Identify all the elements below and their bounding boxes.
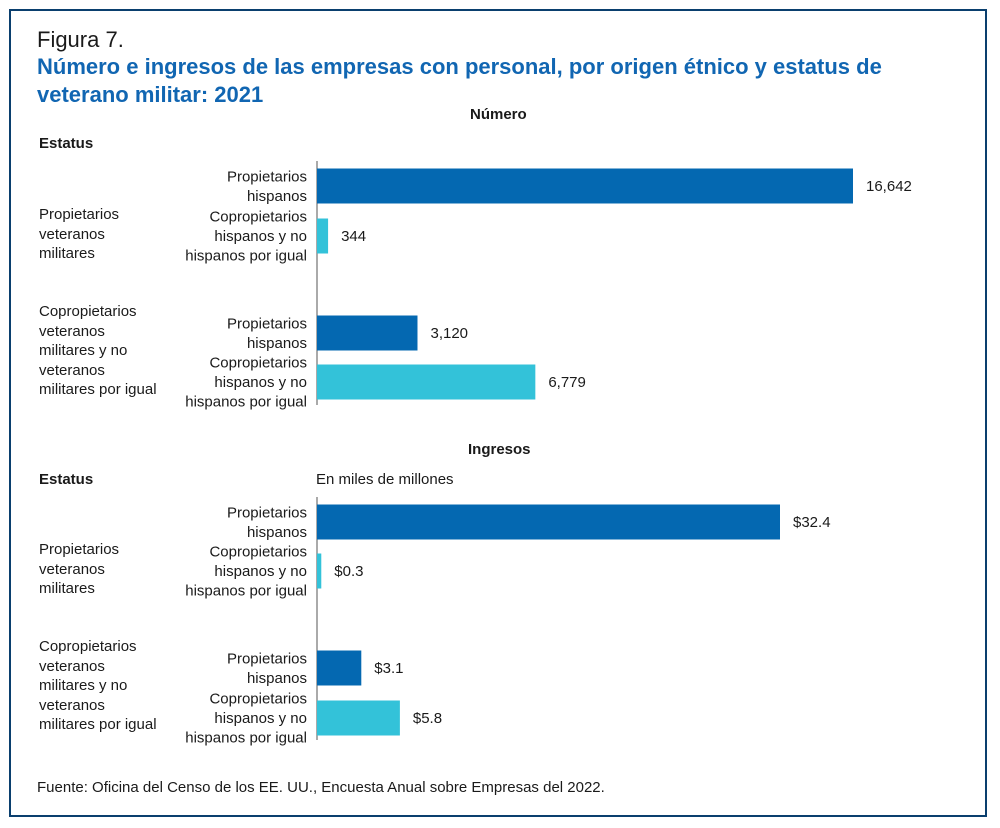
bar	[317, 504, 780, 540]
value-label: 6,779	[548, 374, 586, 391]
category-label: Propietarios hispanos	[227, 315, 307, 352]
panel-title-number: Número	[470, 106, 527, 123]
figure-frame	[9, 9, 987, 817]
group-label-coowners-number: Copropietarios veteranos militares y no …	[39, 303, 157, 398]
group-label-coowners-revenue: Copropietarios veteranos militares y no …	[39, 638, 157, 733]
value-label: 16,642	[866, 178, 912, 195]
category-label: Propietarios hispanos	[227, 650, 307, 687]
group-label-veterans-number: Propietarios veteranos militares	[39, 206, 120, 262]
group-label-veterans-revenue: Propietarios veteranos militares	[39, 541, 120, 597]
category-label: Propietarios hispanos	[227, 168, 307, 205]
bar	[317, 315, 418, 351]
category-label: Copropietarios hispanos y no hispanos por …	[185, 209, 307, 265]
source-note: Fuente: Oficina del Censo de los EE. UU.…	[37, 779, 605, 796]
bar	[317, 364, 536, 400]
value-label: 3,120	[430, 325, 468, 342]
unit-note-revenue: En miles de millones	[316, 471, 454, 488]
figure-title: Número e ingresos de las empresas con pe…	[37, 54, 882, 107]
category-label: Propietarios hispanos	[227, 504, 307, 541]
value-label: $32.4	[793, 514, 831, 531]
value-label: $0.3	[334, 563, 363, 580]
panel-title-revenue: Ingresos	[468, 441, 531, 458]
bar	[317, 553, 322, 589]
bar	[317, 218, 329, 254]
value-label: $5.8	[413, 710, 442, 727]
status-header-revenue: Estatus	[39, 471, 94, 488]
bar	[317, 650, 362, 686]
value-label: $3.1	[374, 660, 403, 677]
bar	[317, 700, 400, 736]
category-label: Copropietarios hispanos y no hispanos por …	[185, 544, 307, 600]
status-header-number: Estatus	[39, 135, 94, 152]
category-label: Copropietarios hispanos y no hispanos por …	[185, 355, 307, 411]
category-label: Copropietarios hispanos y no hispanos por …	[185, 691, 307, 747]
bar	[317, 168, 853, 204]
figure-label: Figura 7.	[37, 27, 124, 52]
value-label: 344	[341, 228, 366, 245]
